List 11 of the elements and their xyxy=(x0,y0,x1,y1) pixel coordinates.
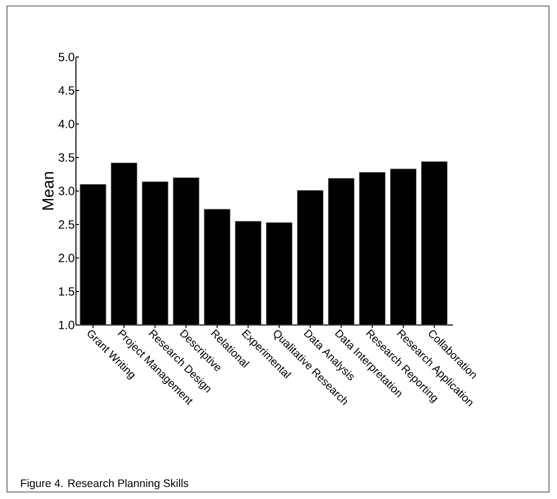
y-tick-label: 3.0 xyxy=(58,186,74,196)
y-tick-label: 4.5 xyxy=(58,86,74,95)
y-axis-title: Mean xyxy=(42,172,54,210)
y-tick-label: 4.0 xyxy=(58,120,74,128)
y-tick-label: 1.5 xyxy=(59,287,74,296)
caption: Figure 4. Research Planning Skills xyxy=(21,479,188,490)
y-tick-label: 1.0 xyxy=(59,320,74,330)
y-tick-label: 2.0 xyxy=(58,254,74,262)
y-tick-label: 2.5 xyxy=(58,220,74,229)
y-tick-label: 3.5 xyxy=(58,153,74,162)
y-tick-label: 5.0 xyxy=(58,52,74,62)
